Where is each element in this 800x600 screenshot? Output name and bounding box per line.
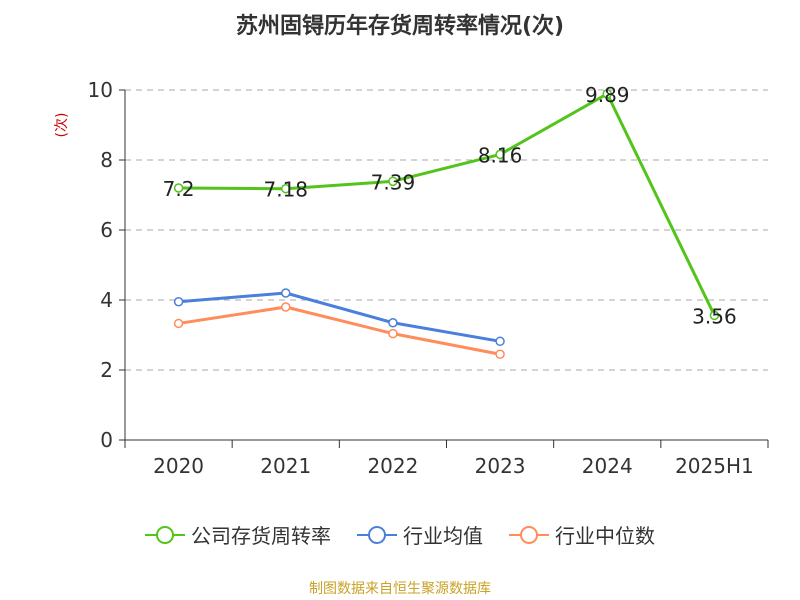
data-label: 7.2 — [163, 177, 195, 201]
data-point-company — [495, 149, 505, 160]
legend-item-industry-median[interactable]: 行业中位数 — [509, 520, 655, 549]
y-tick-label: 4 — [100, 288, 113, 312]
series-line-industry_avg — [178, 291, 501, 343]
legend-swatch-industry-avg — [357, 525, 397, 544]
x-tick-label: 2023 — [475, 454, 526, 478]
data-label: 3.56 — [692, 304, 737, 328]
data-point-industry_median — [173, 318, 184, 329]
x-tick-label: 2020 — [153, 454, 204, 478]
data-point-company — [173, 183, 184, 193]
legend-label-company: 公司存货周转率 — [191, 524, 331, 548]
data-label: 7.39 — [371, 170, 416, 194]
data-point-industry_avg — [388, 318, 398, 328]
legend-item-industry-avg[interactable]: 行业均值 — [357, 520, 483, 549]
data-point-industry_median — [495, 349, 505, 359]
series-line-industry_median — [178, 305, 501, 356]
y-axis-label: (次) — [54, 113, 70, 138]
data-point-industry_median — [281, 302, 291, 312]
data-label: 9.89 — [585, 83, 630, 107]
data-point-industry_avg — [495, 336, 505, 347]
data-point-company — [281, 183, 291, 194]
data-label: 8.16 — [478, 143, 523, 167]
data-point-industry_median — [388, 328, 398, 339]
series-line-company — [178, 92, 716, 317]
data-label: 7.18 — [263, 178, 308, 202]
y-tick-label: 8 — [100, 148, 113, 172]
x-tick-label: 2022 — [367, 454, 418, 478]
y-tick-label: 2 — [100, 358, 113, 382]
legend-label-industry-median: 行业中位数 — [555, 524, 655, 548]
data-point-company — [602, 89, 612, 99]
legend-label-industry-avg: 行业均值 — [403, 524, 483, 548]
chart-title: 苏州固锝历年存货周转率情况(次) — [235, 14, 565, 39]
legend: 公司存货周转率 行业均值 行业中位数 — [0, 520, 800, 549]
data-point-industry_avg — [281, 288, 291, 298]
data-point-company — [709, 310, 720, 321]
x-tick-label: 2021 — [260, 454, 311, 478]
legend-item-company[interactable]: 公司存货周转率 — [145, 520, 331, 549]
data-point-industry_avg — [173, 297, 184, 307]
y-tick-label: 0 — [100, 428, 113, 452]
x-tick-label: 2024 — [582, 454, 633, 478]
data-point-company — [388, 176, 398, 187]
legend-swatch-industry-median — [509, 525, 549, 544]
y-tick-label: 10 — [88, 78, 113, 102]
y-tick-label: 6 — [100, 218, 113, 242]
x-tick-label: 2025H1 — [675, 454, 754, 478]
source-note: 制图数据来自恒生聚源数据库 — [309, 581, 491, 597]
legend-swatch-company — [145, 525, 185, 544]
